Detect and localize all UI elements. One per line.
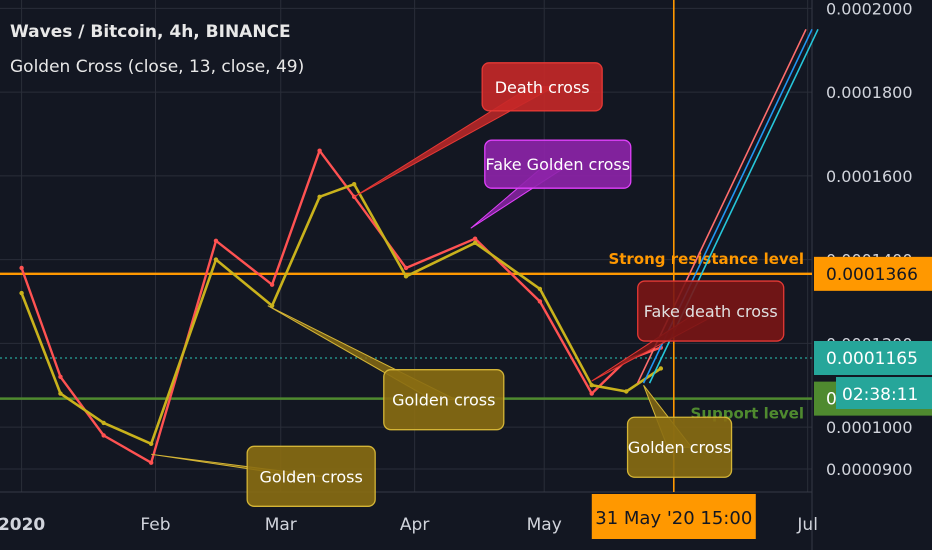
fast-ma-line <box>20 149 662 464</box>
data-point <box>101 433 106 438</box>
y-tick-label: 0.0001600 <box>826 167 913 186</box>
chart-title: Waves / Bitcoin, 4h, BINANCE <box>10 22 291 42</box>
y-tick-label: 0.0002000 <box>826 0 913 18</box>
data-point <box>101 420 106 426</box>
x-tick-label: May <box>527 515 562 535</box>
data-point <box>472 240 478 246</box>
data-point <box>19 265 24 271</box>
data-point <box>351 182 357 187</box>
data-point <box>472 236 478 241</box>
data-point <box>537 286 543 292</box>
data-point <box>148 460 154 465</box>
annotation-callout: Golden cross <box>626 384 733 478</box>
data-point <box>537 299 543 304</box>
data-point <box>19 290 24 296</box>
countdown-box <box>836 377 932 410</box>
data-point <box>403 265 409 271</box>
x-tick-label: 2020 <box>0 515 45 535</box>
data-point <box>213 257 219 262</box>
annotation-callout: Fake death cross <box>591 280 785 382</box>
callout-label: Fake Golden cross <box>486 155 631 174</box>
data-point <box>403 274 409 279</box>
slow-ma-line <box>20 182 662 446</box>
data-point <box>589 391 594 396</box>
callout-box <box>383 369 505 431</box>
price-tag <box>814 341 932 376</box>
annotation-callout: Golden cross <box>267 305 505 431</box>
x-tick-label: Mar <box>265 515 297 535</box>
y-tick-label: 0.0000900 <box>826 460 913 479</box>
annotation-callout: Golden cross <box>151 445 376 507</box>
data-point <box>213 238 219 243</box>
data-point <box>624 389 629 394</box>
callout-label: Golden cross <box>392 391 495 410</box>
callout-label: Golden cross <box>628 438 731 457</box>
indicator-label: Golden Cross (close, 13, close, 49) <box>10 57 305 77</box>
data-point <box>58 374 63 380</box>
callout-box <box>484 139 632 189</box>
callout-box <box>246 445 376 507</box>
cursor-time-box <box>591 494 756 539</box>
callout-label: Fake death cross <box>644 302 778 321</box>
countdown-label: 02:38:11 <box>842 385 918 405</box>
callout-box <box>637 280 785 342</box>
x-tick-label: Jul <box>796 515 818 535</box>
price-tag-value: 0.0001366 <box>826 265 918 285</box>
callout-box <box>481 62 603 112</box>
data-point <box>317 194 322 199</box>
callout-box <box>626 416 733 478</box>
data-point <box>148 441 154 447</box>
y-tick-label: 0.0001000 <box>826 418 913 437</box>
callout-label: Golden cross <box>259 467 362 486</box>
price-tag-value: 0.0001165 <box>826 349 918 369</box>
data-point <box>589 383 594 388</box>
data-point <box>317 148 322 153</box>
x-tick-label: Feb <box>140 515 170 535</box>
data-point <box>58 391 63 396</box>
cursor-time-label: 31 May '20 15:00 <box>595 508 752 529</box>
data-point <box>658 366 664 371</box>
data-point <box>269 282 275 287</box>
annotation-callout: Fake Golden cross <box>470 139 632 229</box>
x-tick-label: Apr <box>400 515 429 535</box>
price-tag <box>814 256 932 291</box>
y-tick-label: 0.0001800 <box>826 83 913 102</box>
annotation-callout: Death cross <box>353 62 603 198</box>
resistance-label: Strong resistance level <box>608 250 804 268</box>
callout-label: Death cross <box>495 78 590 97</box>
